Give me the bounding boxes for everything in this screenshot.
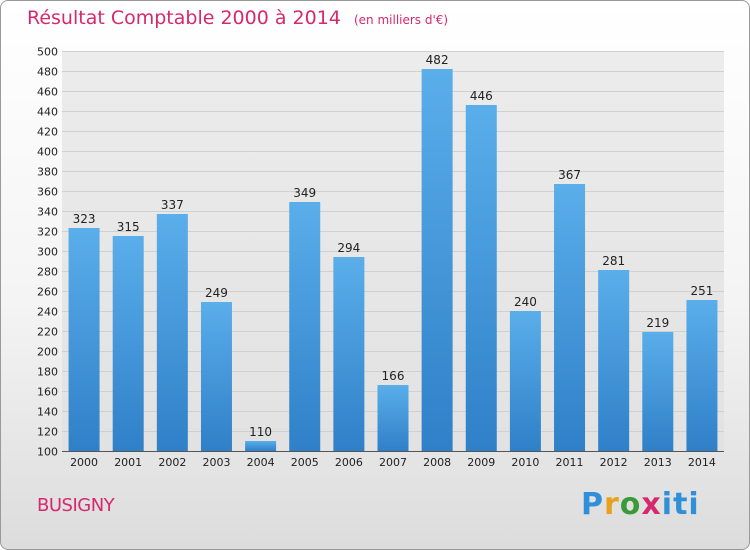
bar [421, 69, 453, 451]
data-label: 315 [117, 220, 140, 234]
bar [289, 202, 321, 451]
data-label: 251 [690, 284, 713, 298]
data-label: 323 [73, 212, 96, 226]
data-label: 367 [558, 168, 581, 182]
bar [509, 311, 541, 451]
data-label: 240 [514, 295, 537, 309]
data-label: 281 [602, 254, 625, 268]
logo-letter: r [604, 487, 620, 522]
x-tick-label: 2012 [600, 456, 628, 469]
y-tick-label: 100 [37, 446, 58, 459]
y-tick-label: 480 [37, 66, 58, 79]
data-label: 166 [382, 369, 405, 383]
bar [245, 441, 277, 451]
logo-letter: o [619, 487, 642, 522]
proxiti-logo: Proxiti [581, 487, 700, 522]
bar [465, 105, 497, 451]
bar [112, 236, 144, 451]
x-tick-label: 2009 [467, 456, 495, 469]
bar [156, 214, 188, 451]
y-tick-label: 360 [37, 186, 58, 199]
x-tick-label: 2013 [644, 456, 672, 469]
y-axis: 100 120 140 160 180 200 220 240 260 280 300 320 340 3… [37, 46, 58, 459]
bar [598, 270, 630, 451]
bars [68, 69, 718, 451]
y-tick-label: 180 [37, 366, 58, 379]
y-tick-label: 120 [37, 426, 58, 439]
y-tick-label: 140 [37, 406, 58, 419]
bar [200, 302, 232, 451]
data-label: 349 [293, 186, 316, 200]
data-label: 482 [426, 53, 449, 67]
location-label: BUSIGNY [37, 495, 115, 516]
y-tick-label: 300 [37, 246, 58, 259]
x-tick-label: 2011 [556, 456, 584, 469]
logo-letter: P [581, 487, 604, 522]
x-tick-label: 2014 [688, 456, 716, 469]
data-label: 337 [161, 198, 184, 212]
y-tick-label: 440 [37, 106, 58, 119]
y-tick-label: 380 [37, 166, 58, 179]
logo-letter: iti [661, 487, 700, 522]
data-label: 446 [470, 89, 493, 103]
data-label: 110 [249, 425, 272, 439]
x-axis: 2000 2001 2002 2003 2004 2005 2006 2007 2008 2009… [70, 456, 716, 469]
y-tick-label: 220 [37, 326, 58, 339]
bar [642, 332, 674, 451]
y-tick-label: 400 [37, 146, 58, 159]
x-tick-label: 2010 [511, 456, 539, 469]
x-tick-label: 2004 [247, 456, 275, 469]
bar [68, 228, 100, 451]
data-label: 219 [646, 316, 669, 330]
y-tick-label: 260 [37, 286, 58, 299]
y-tick-label: 460 [37, 86, 58, 99]
x-tick-label: 2002 [158, 456, 186, 469]
y-tick-label: 280 [37, 266, 58, 279]
bar [333, 257, 365, 451]
y-tick-label: 340 [37, 206, 58, 219]
bar [377, 385, 409, 451]
y-tick-label: 200 [37, 346, 58, 359]
chart-subtitle: (en milliers d'€) [353, 13, 449, 27]
y-tick-label: 500 [37, 46, 58, 59]
x-tick-label: 2000 [70, 456, 98, 469]
data-labels: 323 315 337 249 110 349 294 166 482 446 240 367 281 2… [73, 53, 714, 439]
bar [554, 184, 586, 451]
x-tick-label: 2008 [423, 456, 451, 469]
x-tick-label: 2006 [335, 456, 363, 469]
data-label: 294 [337, 241, 360, 255]
chart-title: Résultat Comptable 2000 à 2014 [27, 7, 341, 29]
x-tick-label: 2003 [202, 456, 230, 469]
y-tick-label: 320 [37, 226, 58, 239]
y-tick-label: 160 [37, 386, 58, 399]
x-tick-label: 2007 [379, 456, 407, 469]
data-label: 249 [205, 286, 228, 300]
logo-letter: x [641, 487, 662, 522]
x-tick-label: 2005 [291, 456, 319, 469]
y-tick-label: 420 [37, 126, 58, 139]
title-block: Résultat Comptable 2000 à 2014 (en milli… [27, 7, 448, 29]
bar [686, 300, 718, 451]
x-tick-label: 2001 [114, 456, 142, 469]
y-tick-label: 240 [37, 306, 58, 319]
